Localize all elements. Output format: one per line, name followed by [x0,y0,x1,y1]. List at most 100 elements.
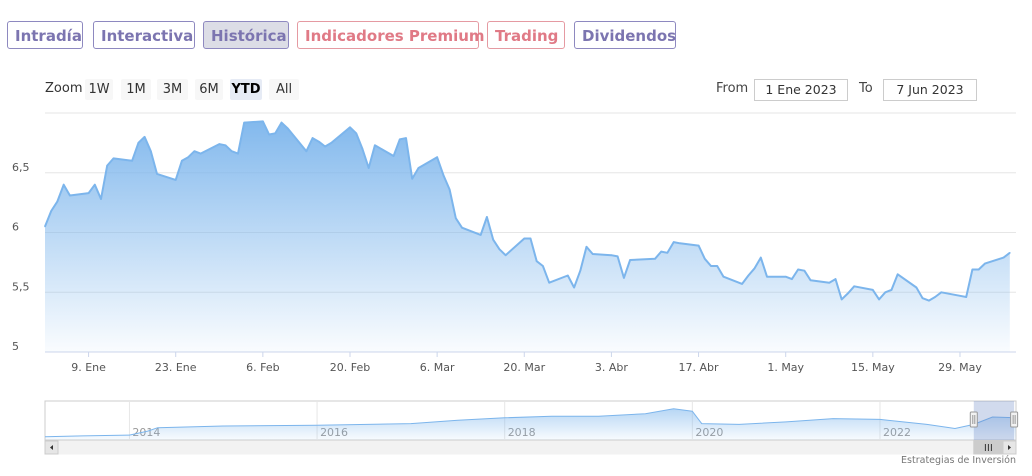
data-point [56,200,59,203]
data-point [69,194,71,197]
navigator-year-label: 2016 [320,426,348,439]
chevron-right-icon [1008,445,1011,450]
tab-dividendos[interactable]: Dividendos [574,21,676,49]
data-point [50,210,52,212]
scrollbar-thumb [973,440,1004,455]
zoom-button-all[interactable]: All [269,79,299,100]
x-tick-label: 20. Feb [330,361,370,374]
data-point [616,255,619,258]
data-point [828,281,831,284]
navigator: 2014 2016 2018 2020 2022 [44,400,1019,455]
tab-interactiva[interactable]: Interactiva [93,21,195,49]
data-point [112,157,115,160]
data-point [921,297,924,300]
data-point [878,298,880,301]
data-point [890,289,893,291]
y-tick-label: 6 [12,221,19,234]
data-point [977,268,980,271]
data-point [834,278,837,280]
zoom-button-1m[interactable]: 1M [121,79,151,100]
data-point [187,156,189,158]
data-point [610,254,613,256]
data-point [455,217,457,219]
navigator-year-label: 2020 [695,426,723,439]
zoom-button-1w[interactable]: 1W [85,79,113,100]
data-point [268,133,270,136]
navigator-area [45,408,1016,440]
data-point [535,260,538,263]
data-point [797,268,799,271]
zoom-button-3m[interactable]: 3M [157,79,188,100]
data-point [504,254,507,256]
data-point [529,237,532,240]
zoom-button-ytd[interactable]: YTD [230,79,262,100]
data-point [181,160,183,162]
x-tick-label: 6. Mar [420,361,455,374]
from-date-input[interactable]: 1 Ene 2023 [754,79,848,101]
data-point [896,273,899,276]
data-point [1009,252,1011,254]
data-point [218,143,221,145]
data-point [355,132,358,135]
x-axis: 9. Ene 23. Ene 6. Feb 20. Feb 6. Mar 20. Mar 3… [71,352,982,374]
navigator-year-label: 2014 [132,426,160,439]
scrollbar-right-button [1002,440,1017,455]
data-point [672,241,675,243]
data-point [150,150,152,152]
zoom-button-6m[interactable]: 6M [195,79,223,100]
data-point [784,275,787,278]
data-point [330,142,333,144]
data-point [722,275,725,278]
x-tick-label: 23. Ene [155,361,197,374]
data-point [156,173,158,175]
tab-histórica[interactable]: Histórica [203,21,289,49]
x-tick-label: 17. Abr [679,361,719,374]
y-tick-label: 6,5 [12,161,30,174]
data-point [847,292,849,295]
data-point [243,121,245,124]
from-label: From [716,81,749,96]
y-tick-label: 5,5 [12,280,30,293]
data-point [840,298,843,301]
data-point [399,138,401,141]
navigator-handle [1010,411,1019,428]
data-point [872,289,874,291]
data-point [853,285,855,288]
data-point [710,265,712,267]
tab-intradía[interactable]: Intradía [7,21,83,49]
data-point [442,174,445,176]
credit: Estrategias de Inversión [901,455,1016,466]
data-point [679,242,681,245]
data-point [62,183,65,186]
y-tick-label: 5 [12,340,19,353]
data-point [492,238,495,241]
data-point [174,179,177,181]
data-point [523,237,526,240]
navigator-handle [969,411,978,428]
navigator-frame [44,400,1017,441]
data-point [193,150,196,152]
scrollbar-track [44,440,1017,455]
data-point [486,216,488,218]
data-point [100,198,102,200]
x-tick-label: 1. May [767,361,804,374]
data-point [137,142,140,144]
data-point [318,140,320,143]
data-point [305,150,308,152]
data-point [654,258,656,260]
tab-indicadores-premium[interactable]: Indicadores Premium [297,21,485,49]
data-point [287,127,289,130]
data-point [237,152,239,155]
tab-trading[interactable]: Trading [487,21,565,49]
data-point [262,120,264,123]
to-date-input[interactable]: 7 Jun 2023 [883,79,977,101]
navigator-selection [973,401,1015,440]
data-point [367,167,370,169]
data-point [623,277,625,279]
grid-lines [45,112,1016,353]
data-point [349,126,351,129]
x-tick-label: 6. Feb [246,361,279,374]
data-point [274,132,277,135]
y-axis: 5 5,5 6 6,5 [12,161,30,353]
